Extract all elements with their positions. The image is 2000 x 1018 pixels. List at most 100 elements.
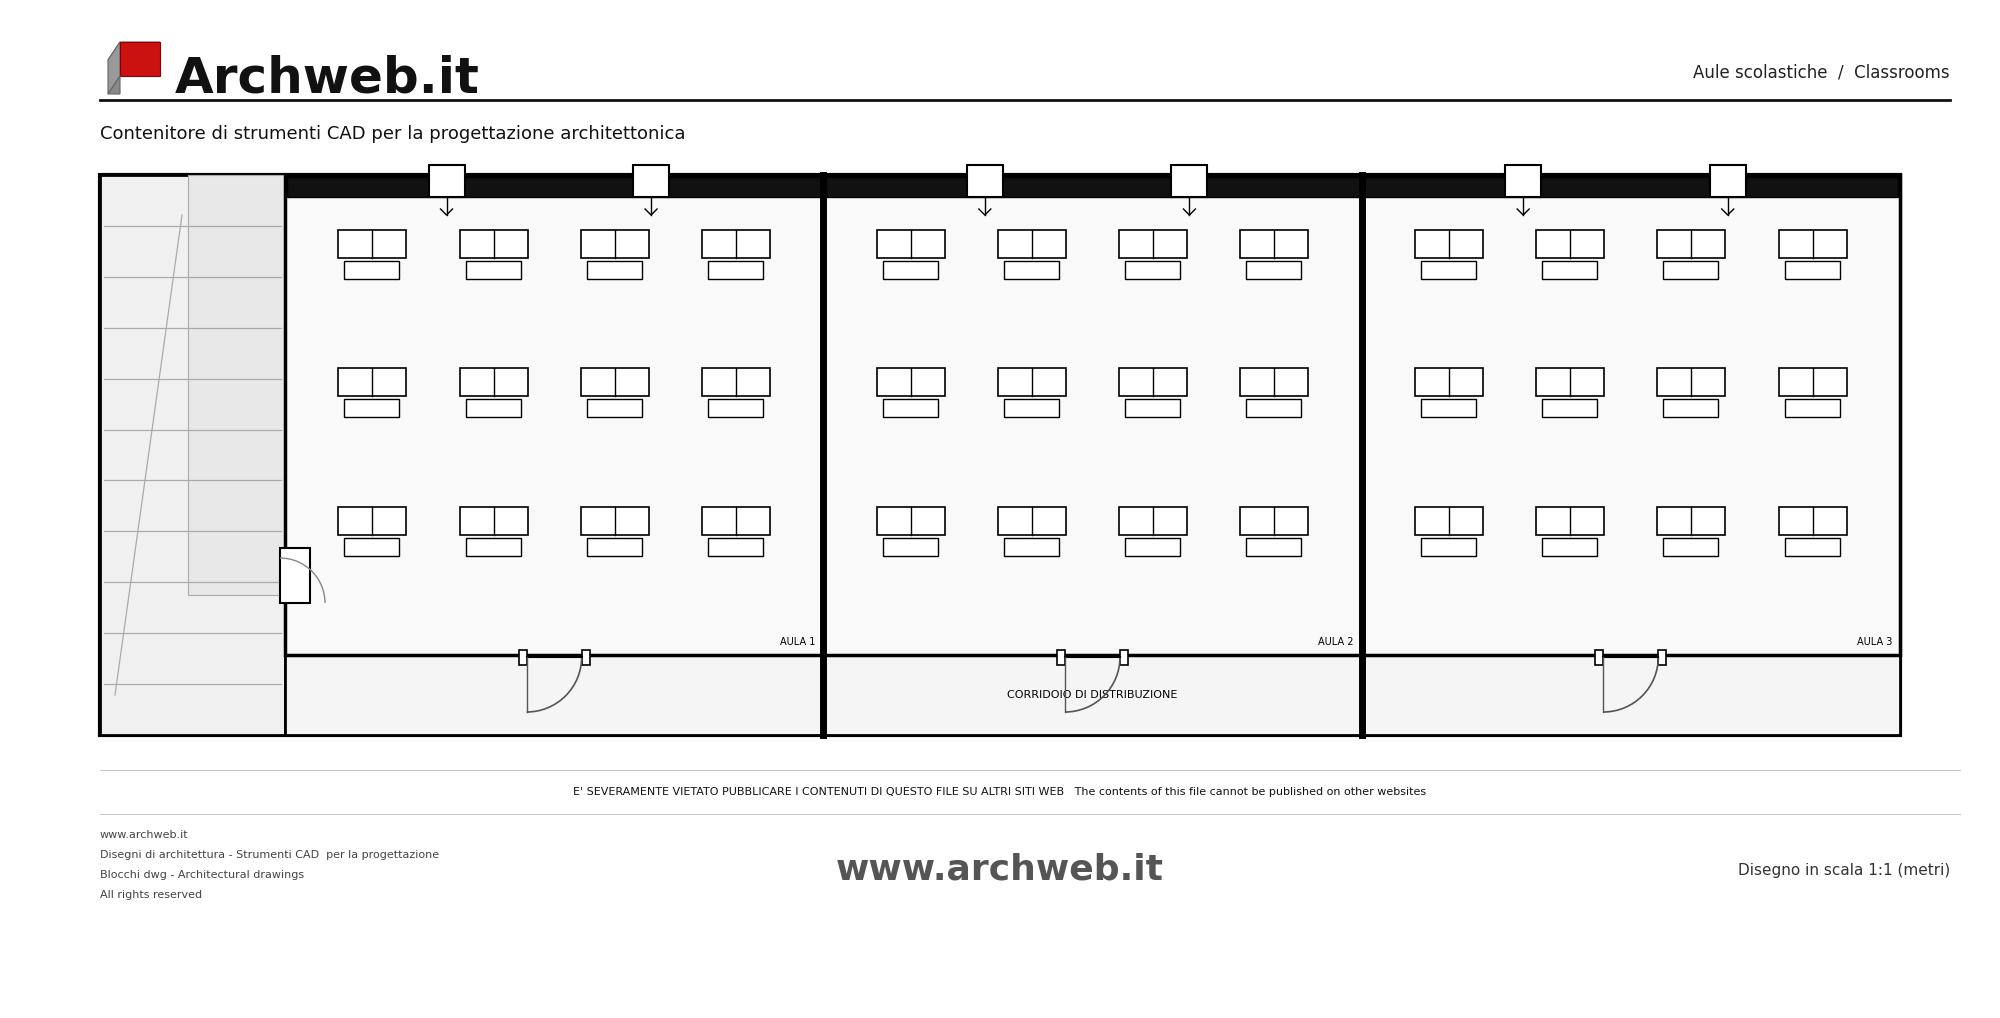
- Text: All rights reserved: All rights reserved: [100, 890, 202, 900]
- Text: E' SEVERAMENTE VIETATO PUBBLICARE I CONTENUTI DI QUESTO FILE SU ALTRI SITI WEB  : E' SEVERAMENTE VIETATO PUBBLICARE I CONT…: [574, 787, 1426, 797]
- Bar: [1658, 507, 1726, 534]
- Bar: [1778, 230, 1846, 258]
- Bar: [1536, 507, 1604, 534]
- Polygon shape: [108, 42, 160, 60]
- Bar: [338, 507, 406, 534]
- Bar: [966, 165, 1002, 197]
- Bar: [1246, 538, 1302, 556]
- Bar: [1120, 369, 1188, 396]
- Text: Disegni di architettura - Strumenti CAD  per la progettazione: Disegni di architettura - Strumenti CAD …: [100, 850, 440, 860]
- Bar: [1778, 369, 1846, 396]
- Bar: [586, 261, 642, 279]
- Bar: [702, 230, 770, 258]
- Bar: [1240, 369, 1308, 396]
- Text: AULA 2: AULA 2: [1318, 637, 1354, 647]
- Bar: [876, 369, 944, 396]
- Bar: [344, 261, 400, 279]
- Bar: [882, 261, 938, 279]
- Bar: [1784, 399, 1840, 417]
- Bar: [460, 369, 528, 396]
- Polygon shape: [108, 42, 120, 94]
- Bar: [1536, 230, 1604, 258]
- Bar: [1542, 538, 1598, 556]
- Bar: [288, 177, 822, 197]
- Bar: [1414, 230, 1482, 258]
- Bar: [634, 165, 670, 197]
- Bar: [580, 369, 648, 396]
- Bar: [460, 230, 528, 258]
- Text: Contenitore di strumenti CAD per la progettazione architettonica: Contenitore di strumenti CAD per la prog…: [100, 125, 686, 143]
- Bar: [1658, 369, 1726, 396]
- Bar: [708, 538, 764, 556]
- Bar: [466, 399, 520, 417]
- Bar: [1004, 399, 1058, 417]
- Bar: [824, 175, 1362, 655]
- Bar: [580, 230, 648, 258]
- Text: www.archweb.it: www.archweb.it: [100, 830, 188, 840]
- Bar: [1778, 507, 1846, 534]
- Bar: [1542, 261, 1598, 279]
- Bar: [998, 507, 1066, 534]
- Polygon shape: [120, 42, 160, 76]
- Bar: [1596, 651, 1604, 665]
- Bar: [1126, 538, 1180, 556]
- Bar: [580, 507, 648, 534]
- Bar: [1664, 261, 1718, 279]
- Text: CORRIDOIO DI DISTRIBUZIONE: CORRIDOIO DI DISTRIBUZIONE: [1008, 690, 1178, 700]
- Bar: [1126, 261, 1180, 279]
- Bar: [1120, 651, 1128, 665]
- Polygon shape: [108, 76, 120, 94]
- Bar: [1710, 165, 1746, 197]
- Bar: [286, 175, 824, 655]
- Bar: [1246, 399, 1302, 417]
- Bar: [1120, 230, 1188, 258]
- Bar: [876, 230, 944, 258]
- Bar: [1362, 175, 1900, 655]
- Bar: [1664, 399, 1718, 417]
- Bar: [100, 175, 1900, 735]
- Bar: [280, 548, 310, 603]
- Bar: [1658, 651, 1666, 665]
- Bar: [1536, 369, 1604, 396]
- Bar: [428, 165, 464, 197]
- Bar: [876, 507, 944, 534]
- Bar: [586, 538, 642, 556]
- Bar: [998, 230, 1066, 258]
- Bar: [1172, 165, 1208, 197]
- Bar: [338, 230, 406, 258]
- Bar: [586, 399, 642, 417]
- Bar: [882, 538, 938, 556]
- Text: Archweb.it: Archweb.it: [176, 54, 480, 102]
- Bar: [708, 261, 764, 279]
- Bar: [1414, 369, 1482, 396]
- Bar: [702, 369, 770, 396]
- Text: www.archweb.it: www.archweb.it: [836, 853, 1164, 887]
- Text: AULA 3: AULA 3: [1856, 637, 1892, 647]
- Bar: [1120, 507, 1188, 534]
- Bar: [344, 399, 400, 417]
- Bar: [188, 175, 286, 595]
- Bar: [460, 507, 528, 534]
- Bar: [1420, 399, 1476, 417]
- Bar: [1664, 538, 1718, 556]
- Bar: [344, 538, 400, 556]
- Bar: [1246, 261, 1302, 279]
- Bar: [518, 651, 526, 665]
- Bar: [582, 651, 590, 665]
- Bar: [998, 369, 1066, 396]
- Bar: [466, 538, 520, 556]
- Bar: [882, 399, 938, 417]
- Bar: [1126, 399, 1180, 417]
- Bar: [338, 369, 406, 396]
- Bar: [1420, 538, 1476, 556]
- Bar: [286, 655, 1900, 735]
- Bar: [1420, 261, 1476, 279]
- Text: AULA 1: AULA 1: [780, 637, 816, 647]
- Bar: [1004, 538, 1058, 556]
- Bar: [1240, 507, 1308, 534]
- Bar: [1658, 230, 1726, 258]
- Bar: [1784, 538, 1840, 556]
- Text: Aule scolastiche  /  Classrooms: Aule scolastiche / Classrooms: [1694, 63, 1950, 81]
- Bar: [1542, 399, 1598, 417]
- Text: Disegno in scala 1:1 (metri): Disegno in scala 1:1 (metri): [1738, 862, 1950, 878]
